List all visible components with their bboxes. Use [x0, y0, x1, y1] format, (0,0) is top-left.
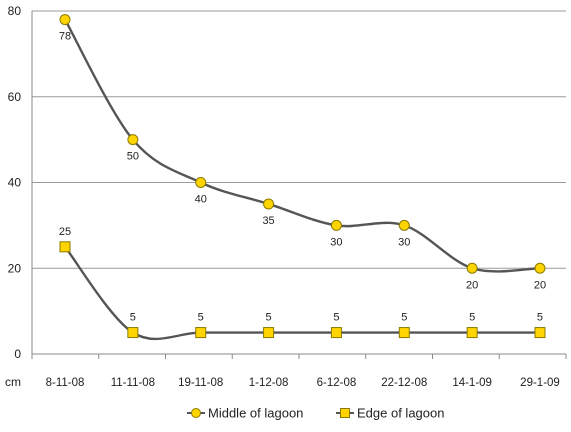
data-label: 5: [537, 312, 543, 324]
legend-marker-square: [340, 408, 350, 418]
data-point-edge: [195, 327, 207, 339]
data-label: 5: [266, 312, 272, 324]
data-point-middle: [330, 219, 342, 231]
x-tick-label: 6-12-08: [317, 377, 357, 389]
data-point-middle: [127, 134, 139, 146]
x-tick-label: 29-1-09: [520, 377, 560, 389]
data-point-edge: [127, 327, 139, 339]
y-tick-label: 0: [14, 347, 21, 361]
data-point-edge: [466, 327, 478, 339]
gridlines: [32, 10, 566, 269]
legend: Middle of lagoon Edge of lagoon: [187, 406, 444, 421]
data-point-edge: [398, 327, 410, 339]
data-label: 5: [469, 312, 475, 324]
data-label: 25: [59, 226, 71, 238]
data-label: 5: [198, 312, 204, 324]
data-label: 5: [333, 312, 339, 324]
data-label: 5: [130, 312, 136, 324]
axes: [31, 11, 567, 359]
x-tick-label: 1-12-08: [249, 377, 289, 389]
data-point-edge: [263, 327, 275, 339]
data-point-middle: [398, 219, 410, 231]
data-point-middle: [534, 262, 546, 274]
y-tick-label: 20: [8, 261, 22, 275]
data-label: 20: [466, 279, 478, 291]
x-tick-label: 14-1-09: [452, 377, 492, 389]
data-label: 78: [59, 31, 71, 43]
data-point-edge: [330, 327, 342, 339]
data-point-middle: [195, 177, 207, 188]
x-axis-unit-label: cm: [5, 375, 21, 389]
y-tick-label: 80: [8, 4, 22, 18]
series-markers: [59, 14, 546, 339]
x-tick-label: 22-12-08: [381, 377, 427, 389]
series-line-edge: [64, 246, 540, 341]
legend-marker-circle: [191, 408, 201, 418]
data-label: 20: [534, 279, 546, 291]
data-point-middle: [466, 262, 478, 274]
x-tick-label: 11-11-08: [111, 377, 155, 389]
y-tick-label: 40: [8, 176, 22, 190]
data-point-edge: [534, 327, 546, 339]
data-point-edge: [59, 241, 71, 253]
data-label: 40: [195, 194, 207, 206]
data-label: 30: [330, 236, 342, 248]
data-label: 50: [127, 151, 139, 163]
x-tick-label: 8-11-08: [46, 377, 85, 389]
data-label: 5: [401, 312, 407, 324]
data-point-middle: [59, 14, 71, 26]
x-axis-ticks: 8-11-08 11-11-08 19-11-08 1-12-08 6-12-08 22-…: [46, 377, 560, 389]
y-axis-ticks: 0 20 40 60 80: [8, 4, 22, 361]
series-line-middle: [63, 18, 541, 273]
data-labels: 78 50 40 35 30 30 20 20 25 5 5 5 5 5 5 5: [59, 31, 546, 324]
y-tick-label: 60: [8, 90, 22, 104]
data-label: 35: [262, 215, 274, 227]
data-point-middle: [263, 198, 275, 210]
x-tick-label: 19-11-08: [178, 377, 223, 389]
legend-label: Edge of lagoon: [357, 406, 444, 421]
legend-label: Middle of lagoon: [208, 406, 303, 421]
data-label: 30: [398, 236, 410, 248]
